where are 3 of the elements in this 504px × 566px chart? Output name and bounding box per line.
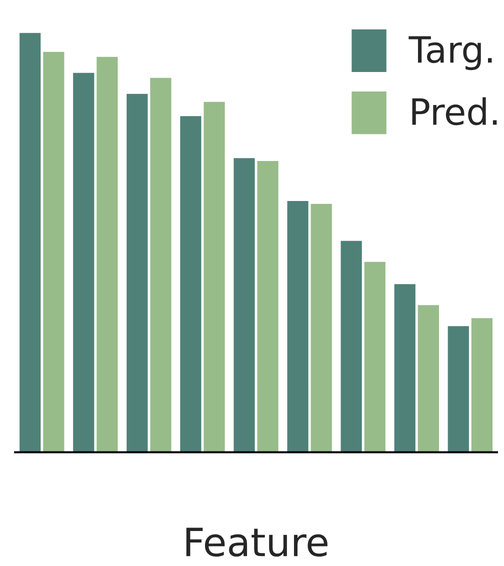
x-axis-title: Feature xyxy=(186,528,328,557)
legend-label: Targ. xyxy=(408,36,492,70)
legend-label: Pred. xyxy=(412,97,497,126)
